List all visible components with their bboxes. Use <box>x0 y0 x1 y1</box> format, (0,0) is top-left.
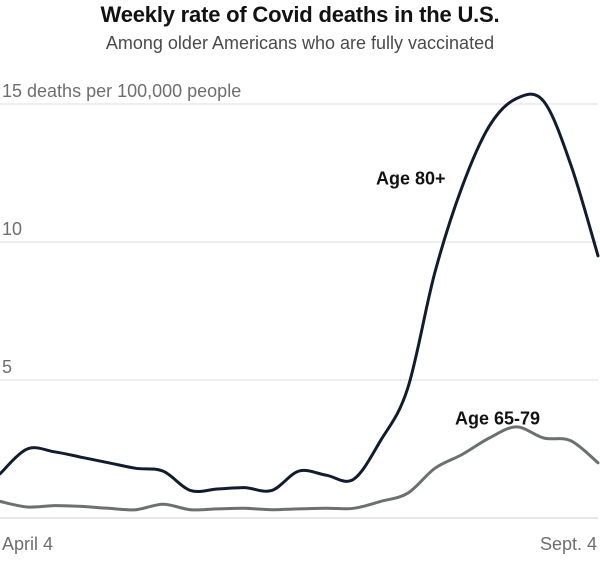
x-axis-labels: April 4 Sept. 4 <box>2 534 597 554</box>
chart-subtitle: Among older Americans who are fully vacc… <box>105 33 495 53</box>
series-line-age-65-79 <box>0 425 600 512</box>
chart-title: Weekly rate of Covid deaths in the U.S. <box>100 2 500 27</box>
series-lines <box>0 92 600 512</box>
y-tick-label: 5 <box>2 357 12 377</box>
y-tick-label: 10 <box>2 219 22 239</box>
y-axis-ticks: 5 10 15 deaths per 100,000 people <box>2 81 241 377</box>
gridlines <box>0 103 598 519</box>
series-label-age-65-79: Age 65-79 <box>455 409 540 429</box>
series-labels: Age 80+ Age 65-79 <box>376 169 540 429</box>
x-start-label: April 4 <box>2 534 53 554</box>
series-line-age-80-plus <box>0 92 600 494</box>
y-tick-label: 15 deaths per 100,000 people <box>2 81 241 101</box>
series-label-age-80-plus: Age 80+ <box>376 169 446 189</box>
x-end-label: Sept. 4 <box>540 534 597 554</box>
